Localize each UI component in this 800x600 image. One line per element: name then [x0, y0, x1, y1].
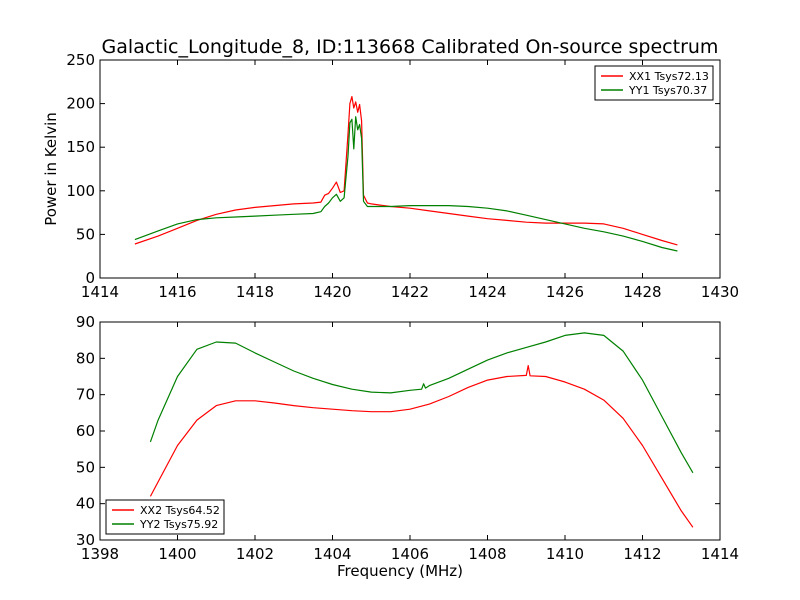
chart-title: Galactic_Longitude_8, ID:113668 Calibrat… — [102, 36, 719, 58]
legend-box — [105, 499, 225, 535]
y-axis-label: Power in Kelvin — [42, 112, 60, 226]
y-tick-label: 30 — [76, 531, 95, 549]
legend-label: XX2 Tsys64.52 — [140, 504, 220, 517]
x-tick-label: 1400 — [158, 545, 196, 563]
x-tick-label: 1398 — [81, 545, 119, 563]
x-tick-label: 1430 — [701, 283, 739, 301]
x-tick-label: 1428 — [623, 283, 661, 301]
x-tick-label: 1422 — [391, 283, 429, 301]
y-tick-label: 70 — [76, 386, 95, 404]
y-tick-label: 0 — [85, 269, 95, 287]
x-tick-label: 1414 — [81, 283, 119, 301]
y-tick-label: 60 — [76, 422, 95, 440]
y-tick-label: 100 — [66, 182, 95, 200]
x-tick-label: 1412 — [623, 545, 661, 563]
x-tick-label: 1406 — [391, 545, 429, 563]
y-tick-label: 90 — [76, 313, 95, 331]
series-line-1 — [134, 95, 678, 246]
x-tick-label: 1410 — [546, 545, 584, 563]
y-tick-label: 50 — [76, 458, 95, 476]
legend-label: XX1 Tsys72.13 — [629, 70, 709, 83]
x-tick-label: 1416 — [158, 283, 196, 301]
legend-label: YY2 Tsys75.92 — [139, 518, 218, 531]
series-line-1 — [149, 365, 694, 528]
legend-box — [594, 65, 714, 101]
series-line-2 — [149, 332, 694, 474]
x-tick-label: 1402 — [236, 545, 274, 563]
x-tick-label: 1414 — [701, 545, 739, 563]
panel-2: 1398 1400 1402 1404 1406 1408 1410 1412 1414 30 40… — [76, 313, 739, 580]
series-line-2 — [134, 116, 678, 252]
y-tick-label: 200 — [66, 95, 95, 113]
x-tick-label: 1408 — [468, 545, 506, 563]
x-tick-label: 1404 — [313, 545, 351, 563]
x-tick-label: 1424 — [468, 283, 506, 301]
x-tick-label: 1420 — [313, 283, 351, 301]
legend-label: YY1 Tsys70.37 — [628, 84, 707, 97]
x-axis-label: Frequency (MHz) — [337, 562, 463, 580]
y-tick-label: 80 — [76, 349, 95, 367]
x-tick-label: 1426 — [546, 283, 584, 301]
y-tick-label: 150 — [66, 138, 95, 156]
panel-1: 1414 1416 1418 1420 1422 1424 1426 1428 1430 0 50 1… — [42, 51, 739, 301]
x-tick-label: 1418 — [236, 283, 274, 301]
y-tick-label: 40 — [76, 495, 95, 513]
y-tick-label: 250 — [66, 51, 95, 69]
y-tick-label: 50 — [76, 225, 95, 243]
